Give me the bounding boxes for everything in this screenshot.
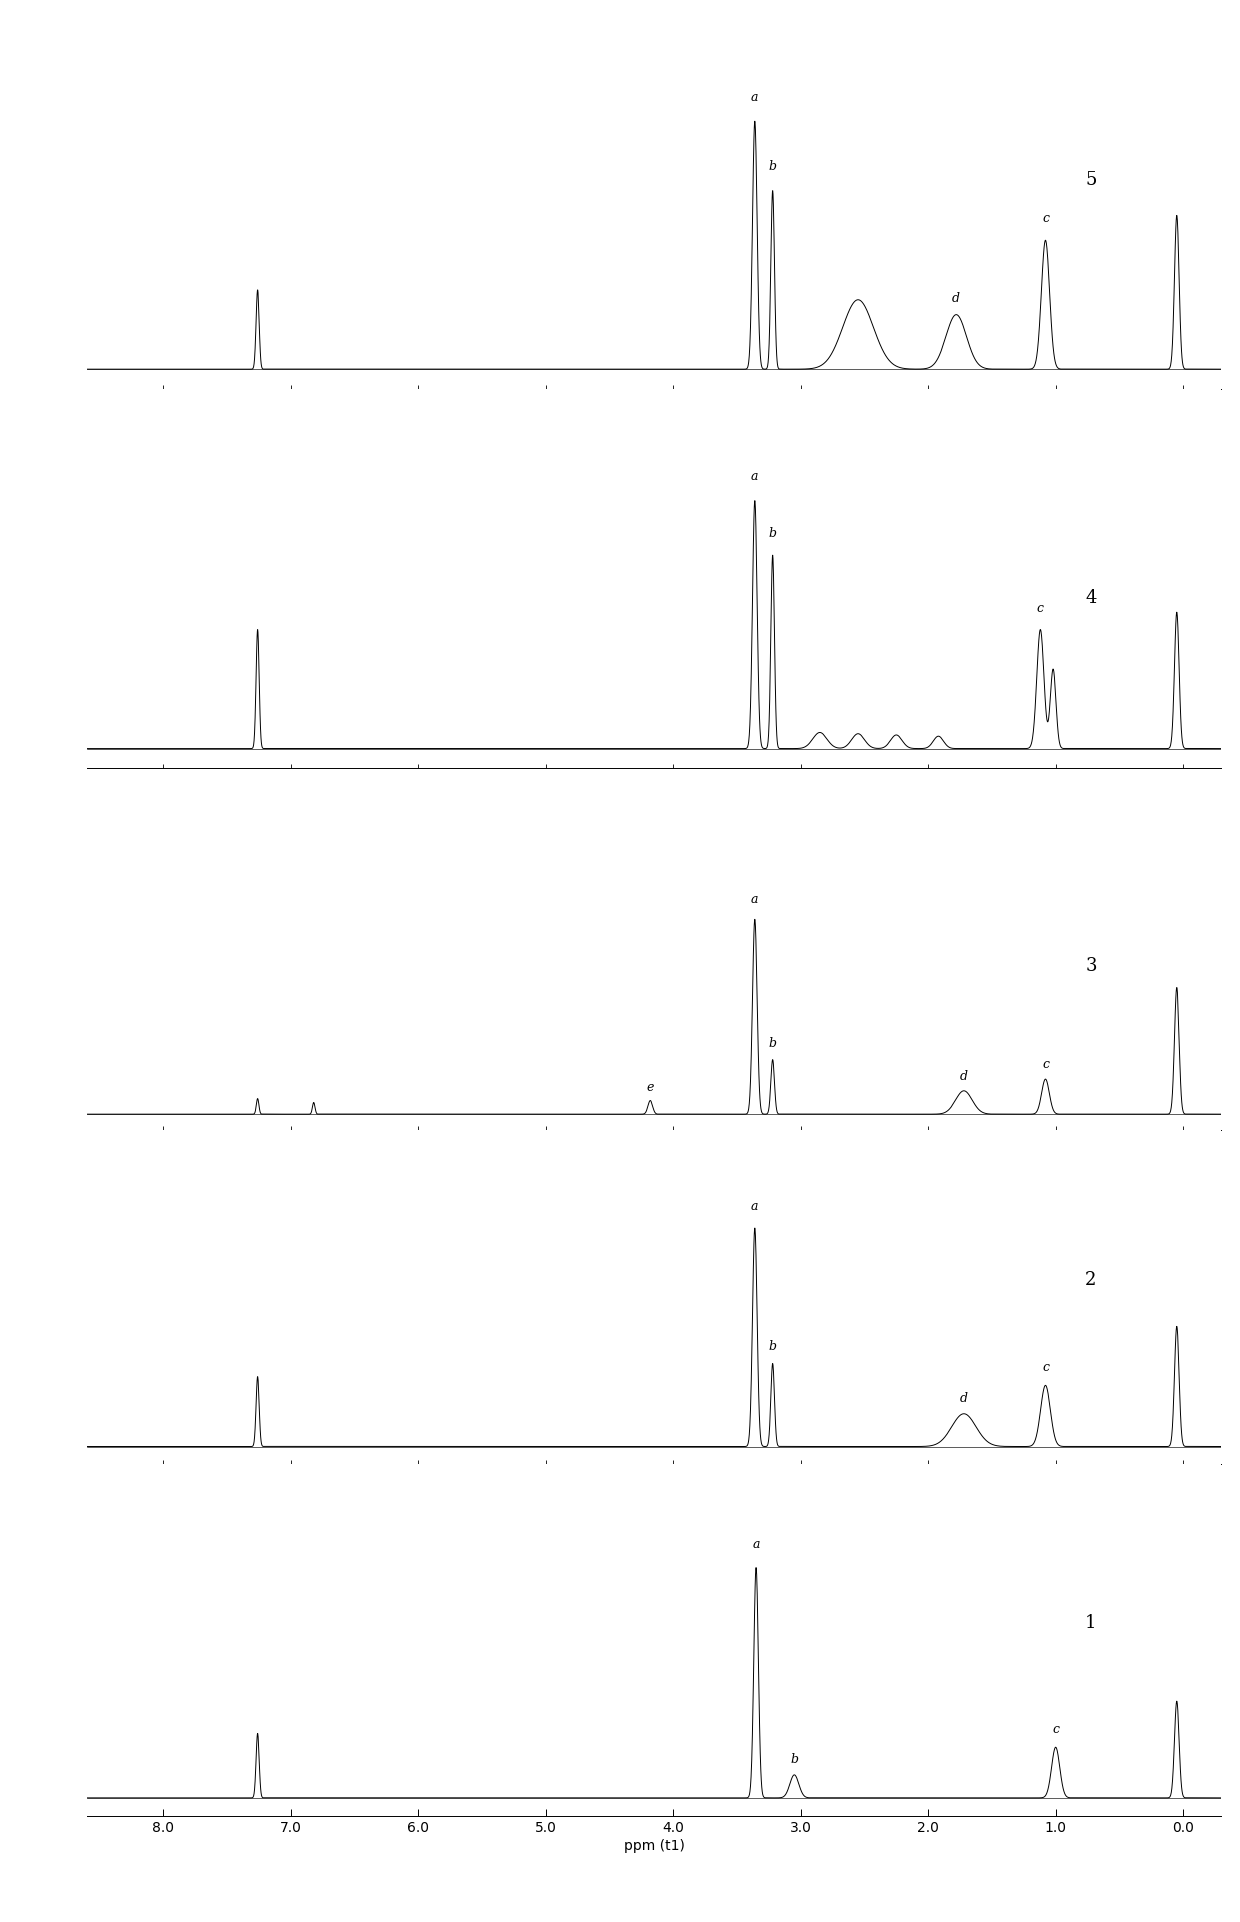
X-axis label: ppm (t1): ppm (t1): [624, 1839, 684, 1853]
Text: d: d: [960, 1071, 968, 1082]
Text: a: a: [753, 1538, 760, 1551]
Text: b: b: [769, 160, 776, 173]
Text: a: a: [751, 892, 759, 905]
Text: b: b: [790, 1753, 799, 1766]
Text: b: b: [769, 1340, 776, 1353]
Text: c: c: [1053, 1722, 1059, 1736]
Text: c: c: [1042, 1059, 1049, 1071]
Text: b: b: [769, 1036, 776, 1049]
Text: d: d: [952, 292, 960, 306]
Text: b: b: [769, 527, 776, 540]
Text: 3: 3: [1085, 957, 1096, 974]
Text: c: c: [1042, 1361, 1049, 1374]
Text: 5: 5: [1085, 171, 1096, 190]
Text: 1: 1: [1085, 1614, 1096, 1632]
Text: a: a: [751, 90, 759, 104]
Text: c: c: [1042, 211, 1049, 225]
Text: 2: 2: [1085, 1270, 1096, 1290]
Text: c: c: [1037, 602, 1044, 615]
Text: a: a: [751, 1199, 759, 1213]
Text: 4: 4: [1085, 588, 1096, 607]
Text: e: e: [646, 1080, 653, 1094]
Text: a: a: [751, 471, 759, 482]
Text: d: d: [960, 1392, 968, 1405]
